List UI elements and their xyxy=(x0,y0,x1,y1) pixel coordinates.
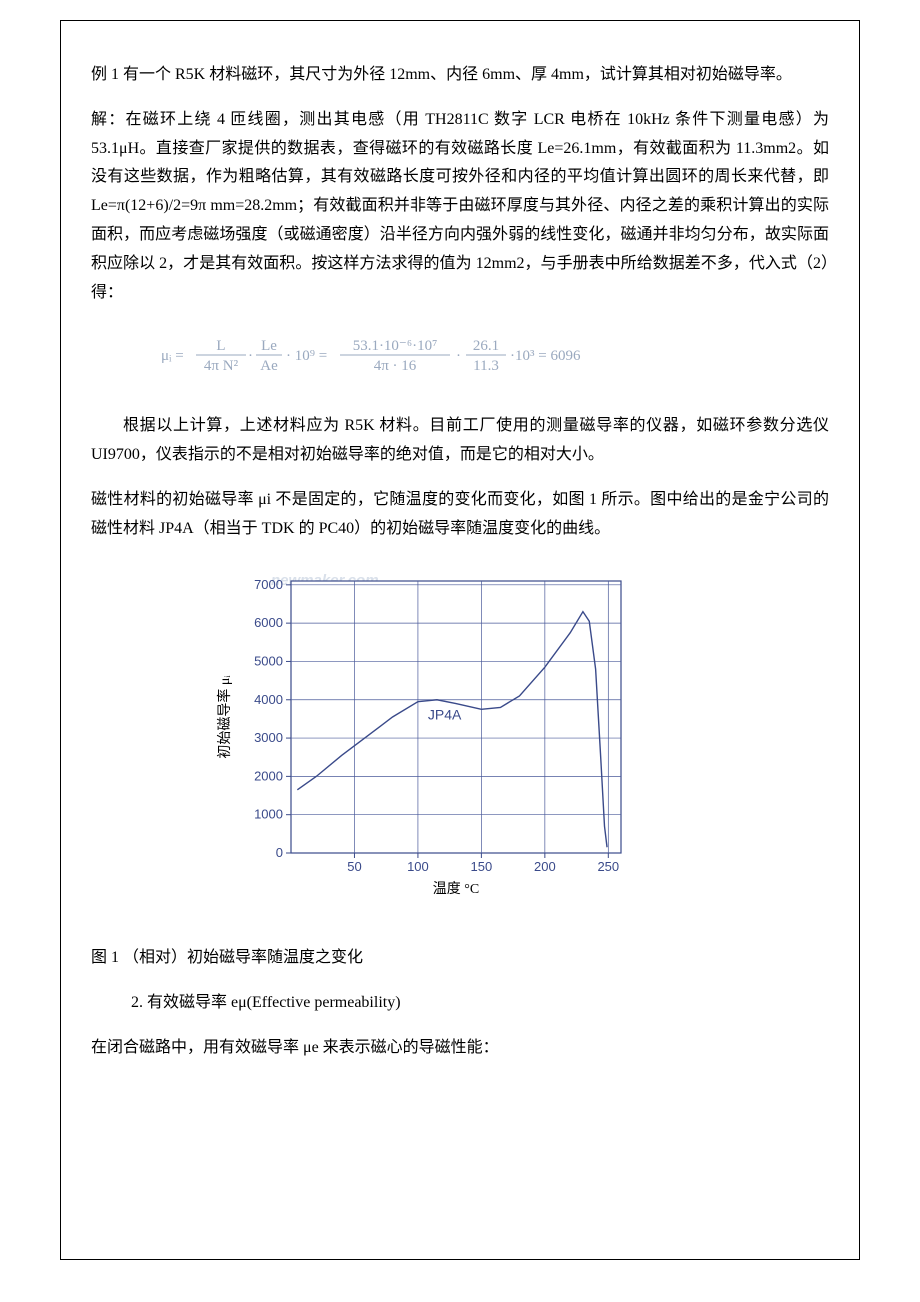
svg-text:200: 200 xyxy=(534,859,556,874)
svg-text:·10³ = 6096: ·10³ = 6096 xyxy=(510,348,581,364)
svg-text:11.3: 11.3 xyxy=(473,358,499,374)
chart-svg: newmaker.com0100020003000400050006000700… xyxy=(211,563,631,903)
section-heading: 2. 有效磁导率 eμ(Effective permeability) xyxy=(131,989,829,1018)
svg-text:4π · 16: 4π · 16 xyxy=(374,358,417,374)
svg-text:150: 150 xyxy=(471,859,493,874)
svg-text:· 10⁹ =: · 10⁹ = xyxy=(286,348,327,364)
svg-text:Le: Le xyxy=(261,338,277,354)
svg-text:初始磁导率 μᵢ: 初始磁导率 μᵢ xyxy=(216,675,233,759)
svg-text:μᵢ =: μᵢ = xyxy=(161,348,184,364)
figure-caption: 图 1 （相对）初始磁导率随温度之变化 xyxy=(91,944,829,973)
svg-text:26.1: 26.1 xyxy=(473,338,499,354)
svg-text:JP4A: JP4A xyxy=(428,707,462,723)
svg-text:2000: 2000 xyxy=(254,769,283,784)
solution-paragraph: 解：在磁环上绕 4 匝线圈，测出其电感（用 TH2811C 数字 LCR 电桥在… xyxy=(91,106,829,308)
svg-text:53.1·10⁻⁶·10⁷: 53.1·10⁻⁶·10⁷ xyxy=(353,338,438,354)
svg-text:6000: 6000 xyxy=(254,616,283,631)
svg-text:5000: 5000 xyxy=(254,654,283,669)
page-frame: 例 1 有一个 R5K 材料磁环，其尺寸为外径 12mm、内径 6mm、厚 4m… xyxy=(60,20,860,1260)
temperature-paragraph: 磁性材料的初始磁导率 μi 不是固定的，它随温度的变化而变化，如图 1 所示。图… xyxy=(91,486,829,544)
svg-text:4π N²: 4π N² xyxy=(204,358,239,374)
svg-text:0: 0 xyxy=(276,845,283,860)
svg-text:4000: 4000 xyxy=(254,692,283,707)
svg-text:温度 °C: 温度 °C xyxy=(433,881,479,897)
svg-text:3000: 3000 xyxy=(254,730,283,745)
svg-text:250: 250 xyxy=(597,859,619,874)
result-paragraph: 根据以上计算，上述材料应为 R5K 材料。目前工厂使用的测量磁导率的仪器，如磁环… xyxy=(91,412,829,470)
svg-text:L: L xyxy=(216,338,225,354)
svg-text:·: · xyxy=(248,348,253,364)
svg-text:100: 100 xyxy=(407,859,429,874)
svg-text:1000: 1000 xyxy=(254,807,283,822)
permeability-chart: newmaker.com0100020003000400050006000700… xyxy=(211,563,829,914)
svg-text:7000: 7000 xyxy=(254,577,283,592)
svg-text:50: 50 xyxy=(347,859,361,874)
permeability-formula: μᵢ = L 4π N² · Le Ae · 10⁹ = 53.1·10⁻⁶·10⁷ 4π · … xyxy=(161,329,829,390)
example-statement: 例 1 有一个 R5K 材料磁环，其尺寸为外径 12mm、内径 6mm、厚 4m… xyxy=(91,61,829,90)
formula-svg: μᵢ = L 4π N² · Le Ae · 10⁹ = 53.1·10⁻⁶·10⁷ 4π · … xyxy=(161,329,681,379)
svg-text:·: · xyxy=(456,348,461,364)
effective-permeability-para: 在闭合磁路中，用有效磁导率 μe 来表示磁心的导磁性能： xyxy=(91,1034,829,1063)
svg-text:Ae: Ae xyxy=(260,358,278,374)
